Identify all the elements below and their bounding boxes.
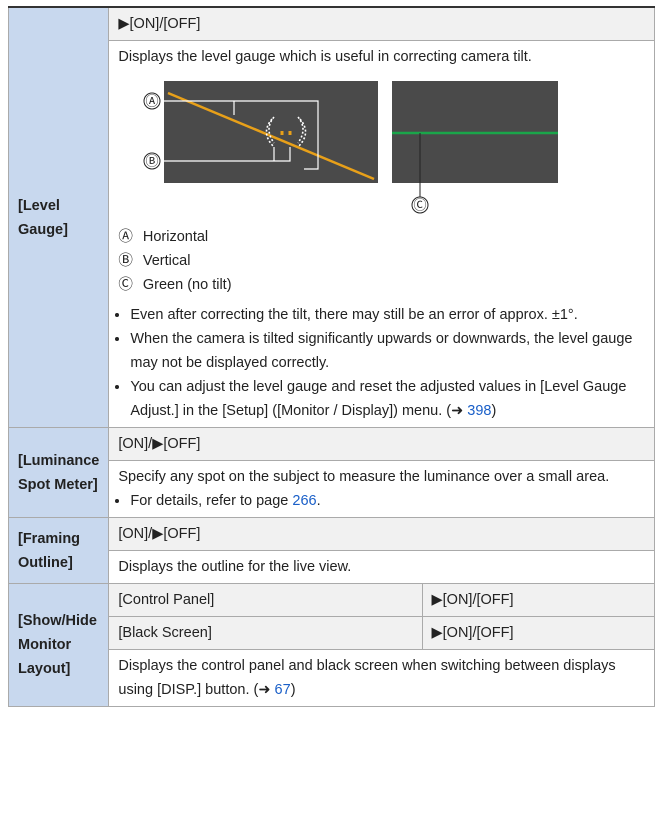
note-text: You can adjust the level gauge and reset… (130, 379, 627, 419)
note-text: . (316, 493, 321, 509)
cell: Displays the level gauge which is useful… (108, 40, 655, 428)
legend-item: Ⓑ Vertical (118, 249, 645, 273)
settings-table: [Level Gauge] ▶[ON]/[OFF] Displays the l… (7, 6, 655, 707)
notes: For details, refer to page 266. (118, 489, 645, 513)
legend-text: Green (no tilt) (142, 277, 232, 293)
note-text: When the camera is tilted significantly … (130, 331, 633, 371)
cell: Specify any spot on the subject to measu… (108, 460, 655, 518)
note-text: For details, refer to page (130, 493, 293, 509)
setting: [ON]/▶[OFF] (108, 427, 655, 461)
callout: Ⓐ (146, 95, 159, 110)
legend-text: Vertical (142, 253, 191, 269)
page-link[interactable]: 67 (274, 682, 291, 698)
row-label: [Luminance Spot Meter] (7, 427, 110, 518)
note: When the camera is tilted significantly … (130, 327, 645, 375)
description: Displays the level gauge which is useful… (118, 49, 532, 65)
cell: Displays the control panel and black scr… (108, 649, 655, 707)
note-text: Even after correcting the tilt, there ma… (130, 307, 578, 323)
description: Specify any spot on the subject to measu… (118, 469, 610, 485)
legend-text: Horizontal (142, 229, 209, 245)
page-link[interactable]: 266 (292, 493, 317, 509)
setting: ▶[ON]/[OFF] (421, 583, 655, 617)
description: Displays the outline for the live view. (108, 550, 655, 584)
setting-name: [Control Panel] (108, 583, 423, 617)
setting: [ON]/▶[OFF] (108, 517, 655, 551)
note: For details, refer to page 266. (130, 489, 645, 513)
legend-mark: Ⓑ (118, 253, 133, 269)
legend-item: Ⓐ Horizontal (118, 225, 645, 249)
row-label: [Level Gauge] (7, 6, 110, 428)
legend-mark: Ⓐ (118, 229, 133, 245)
page-link[interactable]: 398 (467, 403, 492, 419)
row-label: [Show/Hide Monitor Layout] (7, 583, 110, 707)
note: You can adjust the level gauge and reset… (130, 375, 645, 423)
setting: ▶[ON]/[OFF] (108, 6, 655, 41)
note: Even after correcting the tilt, there ma… (130, 303, 645, 327)
notes: Even after correcting the tilt, there ma… (118, 303, 645, 423)
legend-item: Ⓒ Green (no tilt) (118, 273, 645, 297)
note-text: ) (491, 403, 497, 419)
description: Displays the control panel and black scr… (118, 658, 616, 698)
legend-mark: Ⓒ (118, 277, 133, 293)
figure: Ⓐ Ⓑ Ⓒ (143, 81, 559, 214)
callout: Ⓒ (414, 199, 427, 214)
setting: ▶[ON]/[OFF] (421, 616, 655, 650)
callout: Ⓑ (146, 155, 159, 170)
description: ) (290, 682, 296, 698)
setting-name: [Black Screen] (108, 616, 423, 650)
row-label: [Framing Outline] (7, 517, 110, 584)
